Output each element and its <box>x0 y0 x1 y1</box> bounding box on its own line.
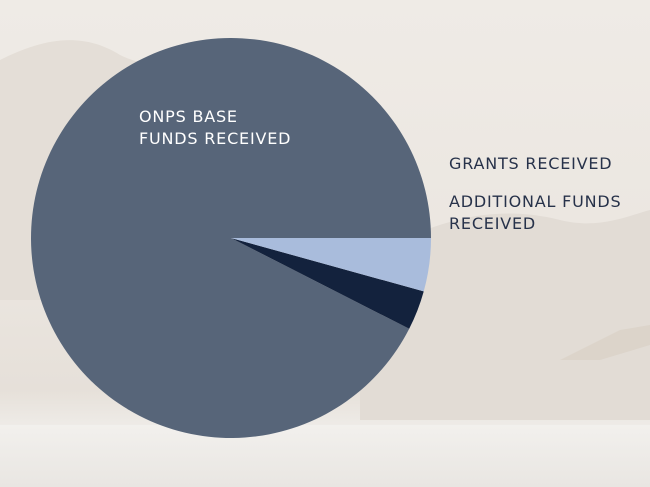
slice-label-additional-funds: ADDITIONAL FUNDS RECEIVED <box>449 192 622 233</box>
slice-label-grants-received: GRANTS RECEIVED <box>449 154 613 173</box>
pie-slice-additional-funds <box>231 238 431 292</box>
pie-chart <box>30 37 431 438</box>
slice-label-onps-base-funds: ONPS BASE FUNDS RECEIVED <box>139 107 292 148</box>
pie-slice-grants-received <box>231 238 424 329</box>
pie-slice-onps-base-funds <box>30 37 431 438</box>
